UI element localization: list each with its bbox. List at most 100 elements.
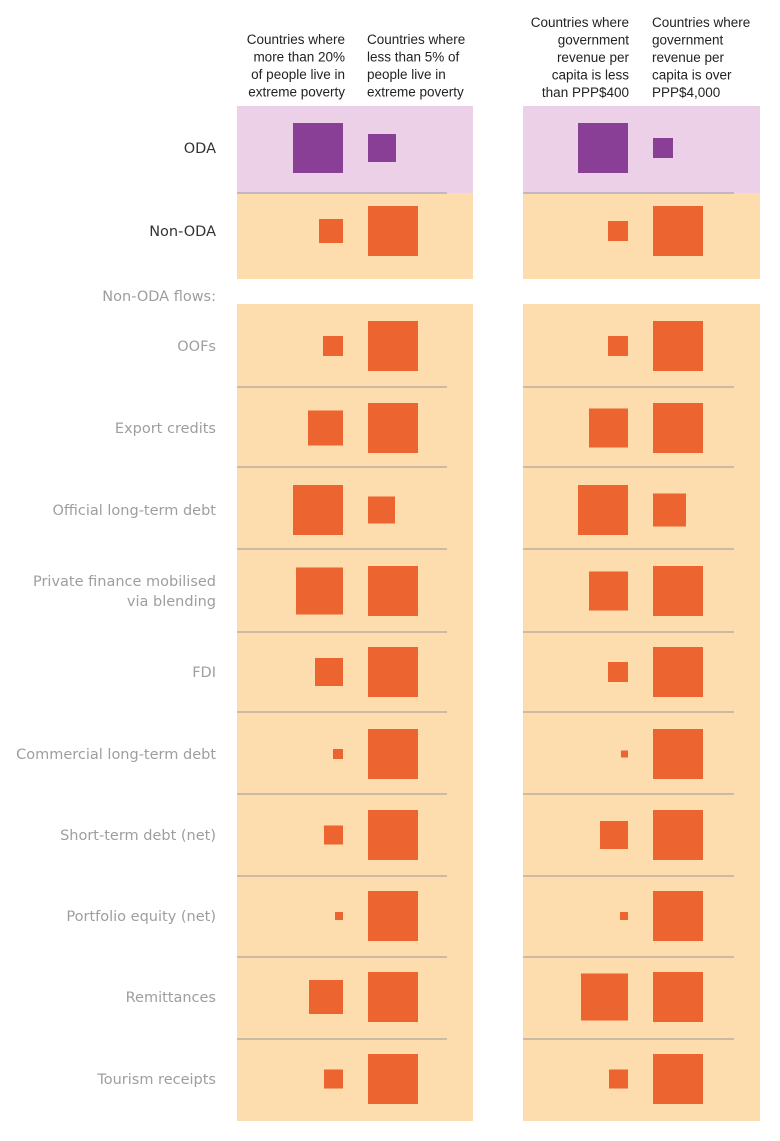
value-square	[368, 321, 418, 371]
value-square	[368, 810, 418, 860]
value-square	[368, 206, 418, 256]
value-square	[323, 336, 343, 356]
value-square	[600, 821, 628, 849]
value-square	[653, 403, 703, 453]
column-header-line: Countries where	[367, 32, 465, 47]
column-header-line: people live in	[367, 67, 446, 82]
row-background	[237, 632, 473, 712]
row-background	[237, 712, 473, 794]
row-background	[237, 794, 473, 876]
row-label-line: OOFs	[177, 339, 216, 355]
row-background	[523, 632, 760, 712]
column-header-line: more than 20%	[253, 50, 345, 65]
row-label-line: Non-ODA	[149, 224, 216, 240]
row-background	[523, 876, 760, 957]
value-square	[608, 662, 628, 682]
row-label-line: via blending	[127, 594, 216, 610]
value-square	[315, 658, 343, 686]
row-background	[237, 549, 473, 632]
value-square	[368, 566, 418, 616]
value-square	[308, 410, 343, 446]
value-square	[324, 825, 343, 845]
value-square	[653, 891, 703, 941]
value-square	[296, 567, 343, 615]
column-header-line: PPP$4,000	[652, 85, 720, 100]
value-square	[653, 206, 703, 256]
row-label-line: Commercial long-term debt	[16, 747, 216, 763]
value-square	[609, 1069, 628, 1089]
value-square	[581, 973, 628, 1021]
value-square	[578, 123, 628, 173]
value-square	[608, 336, 628, 356]
row-background	[523, 1039, 760, 1121]
value-square	[324, 1069, 343, 1089]
value-square	[653, 1054, 703, 1104]
row-background	[523, 387, 760, 467]
row-background	[523, 106, 760, 193]
column-header-line: than PPP$400	[542, 85, 629, 100]
value-square	[368, 496, 395, 524]
column-header-line: Countries where	[531, 15, 629, 30]
value-square	[608, 221, 628, 241]
row-label-line: ODA	[184, 141, 216, 157]
row-background	[237, 957, 473, 1039]
value-square	[368, 729, 418, 779]
row-background	[237, 304, 473, 387]
row-background	[523, 467, 760, 549]
row-background	[237, 387, 473, 467]
column-header-line: Countries where	[652, 15, 750, 30]
value-square	[653, 321, 703, 371]
value-square	[335, 912, 343, 920]
row-background	[523, 304, 760, 387]
value-square	[589, 408, 628, 448]
value-square	[368, 1054, 418, 1104]
value-square	[653, 972, 703, 1022]
column-header-line: government	[558, 33, 630, 48]
row-background	[523, 549, 760, 632]
row-label-line: Short-term debt (net)	[60, 828, 216, 844]
value-square	[368, 403, 418, 453]
value-square	[621, 750, 628, 758]
row-label-line: Remittances	[126, 990, 216, 1006]
row-background	[237, 1039, 473, 1121]
value-square	[653, 729, 703, 779]
row-label-line: Portfolio equity (net)	[66, 909, 216, 925]
value-square	[368, 647, 418, 697]
value-square	[293, 485, 343, 535]
value-square	[368, 972, 418, 1022]
row-background	[237, 106, 473, 193]
column-header-line: Countries where	[247, 32, 345, 47]
row-background	[237, 876, 473, 957]
row-background	[523, 794, 760, 876]
value-square	[333, 749, 343, 759]
section-label: Non-ODA flows:	[102, 289, 216, 305]
column-header-line: government	[652, 33, 724, 48]
column-header-line: capita is over	[652, 68, 732, 83]
column-header-line: revenue per	[557, 50, 630, 65]
column-header-line: capita is less	[552, 68, 630, 83]
value-square	[653, 566, 703, 616]
value-square	[653, 493, 686, 527]
value-square	[578, 485, 628, 535]
value-square	[620, 912, 628, 920]
value-square	[368, 134, 396, 162]
value-square	[653, 138, 673, 158]
row-label-line: FDI	[192, 665, 216, 681]
row-background	[523, 957, 760, 1039]
row-label-line: Private finance mobilised	[33, 574, 216, 590]
column-header-line: of people live in	[251, 67, 345, 82]
column-header-line: extreme poverty	[248, 85, 345, 100]
column-header-line: revenue per	[652, 50, 725, 65]
row-background	[237, 193, 473, 279]
value-square	[368, 891, 418, 941]
row-background	[523, 712, 760, 794]
value-square	[653, 647, 703, 697]
value-square	[653, 810, 703, 860]
value-square	[309, 980, 343, 1014]
value-square	[589, 571, 628, 611]
row-background	[237, 467, 473, 549]
column-header-line: less than 5% of	[367, 50, 460, 65]
row-label-line: Official long-term debt	[52, 503, 216, 519]
row-label-line: Tourism receipts	[96, 1072, 216, 1088]
